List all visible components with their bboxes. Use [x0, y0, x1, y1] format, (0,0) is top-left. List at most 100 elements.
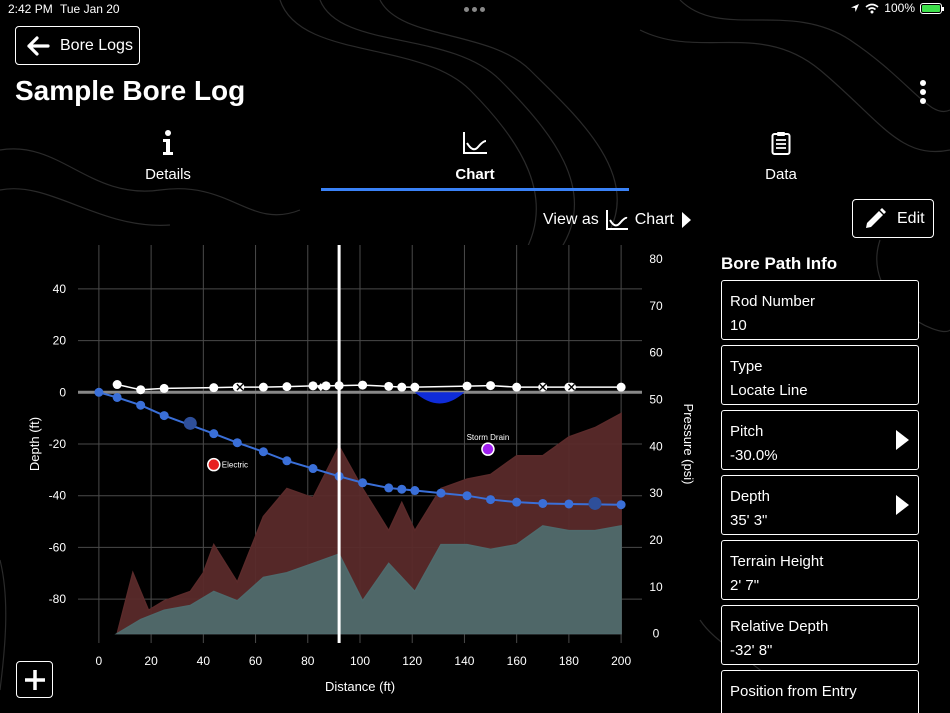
x-tick-label: 60 [249, 654, 263, 668]
y-left-tick-label: -80 [49, 592, 67, 606]
pencil-icon [866, 207, 886, 228]
terrain-diamond-marker [317, 383, 325, 392]
waypoint-marker [183, 416, 197, 430]
rod-number-card[interactable]: Rod Number 10 [721, 280, 919, 340]
depth-point [258, 447, 268, 457]
terrain-point [136, 385, 146, 395]
terrain-point [462, 381, 472, 391]
y-left-tick-label: 40 [53, 282, 67, 296]
x-tick-label: 0 [96, 654, 103, 668]
x-tick-label: 200 [611, 654, 631, 668]
tab-details[interactable]: Details [88, 128, 248, 188]
terrain-point [384, 381, 394, 391]
active-tab-indicator [321, 188, 629, 191]
battery-percent: 100% [884, 1, 915, 15]
status-time: 2:42 PM [8, 2, 53, 16]
rod-number-label: Rod Number [730, 293, 816, 310]
tab-chart[interactable]: Chart [395, 128, 555, 188]
view-as-toggle[interactable]: View as Chart [543, 207, 692, 233]
terrain-x-mark [236, 383, 244, 391]
depth-point [136, 400, 146, 410]
depth-point [397, 484, 407, 494]
y-right-tick-label: 80 [649, 252, 663, 266]
plus-icon [24, 669, 45, 690]
terrain-point [159, 383, 169, 393]
terrain-point [321, 381, 331, 391]
y-right-tick-label: 50 [649, 393, 663, 407]
y-left-axis-label: Depth (ft) [27, 417, 42, 471]
relative-depth-card[interactable]: Relative Depth -32' 8" [721, 605, 919, 665]
more-options-icon[interactable] [912, 78, 934, 106]
depth-value: 35' 3" [730, 512, 768, 529]
type-card[interactable]: Type Locate Line [721, 345, 919, 405]
play-arrow-icon [681, 212, 691, 228]
terrain-height-value: 2' 7" [730, 577, 760, 594]
tab-data-label: Data [765, 166, 797, 183]
pitch-card[interactable]: Pitch -30.0% [721, 410, 919, 470]
depth-point [410, 486, 420, 496]
x-tick-label: 40 [197, 654, 211, 668]
add-button[interactable] [16, 661, 53, 698]
status-indicators: 100% [850, 1, 944, 15]
depth-point [462, 491, 472, 501]
play-arrow-icon [896, 430, 909, 450]
rod-number-value: 10 [730, 317, 747, 334]
depth-point [436, 488, 446, 498]
battery-icon [920, 2, 944, 14]
edit-button-label: Edit [897, 209, 925, 227]
terrain-height-card[interactable]: Terrain Height 2' 7" [721, 540, 919, 600]
depth-label: Depth [730, 488, 771, 505]
x-tick-label: 180 [559, 654, 579, 668]
status-bar: 2:42 PM Tue Jan 20 100% [0, 0, 950, 20]
depth-point [384, 483, 394, 493]
play-arrow-icon [896, 495, 909, 515]
view-as-prefix: View as [543, 211, 599, 228]
terrain-point [616, 382, 626, 392]
depth-point [209, 429, 219, 439]
depth-point [159, 411, 169, 421]
pitch-label: Pitch [730, 423, 764, 440]
location-icon [851, 4, 860, 12]
y-right-tick-label: 10 [649, 580, 663, 594]
y-right-tick-label: 60 [649, 346, 663, 360]
y-right-axis-label: Pressure (psi) [681, 404, 696, 485]
y-left-tick-label: -40 [49, 489, 67, 503]
terrain-point [308, 381, 318, 391]
x-tick-label: 140 [454, 654, 474, 668]
type-value: Locate Line [730, 382, 808, 399]
waypoint-marker [588, 496, 602, 510]
position-from-entry-card[interactable]: Position from Entry [721, 670, 919, 713]
depth-card[interactable]: Depth 35' 3" [721, 475, 919, 535]
back-button-label: Bore Logs [60, 36, 133, 54]
utility-label: Electric [222, 461, 248, 470]
pressure-low-area [114, 525, 622, 635]
back-button[interactable]: Bore Logs [15, 26, 140, 65]
bore-path-title: Bore Path Info [721, 254, 838, 273]
tab-chart-label: Chart [455, 166, 495, 183]
position-from-entry-label: Position from Entry [730, 683, 857, 700]
depth-point [232, 438, 242, 448]
terrain-point [410, 382, 420, 392]
x-axis-label: Distance (ft) [325, 679, 395, 694]
y-right-tick-label: 20 [649, 533, 663, 547]
terrain-x-mark [539, 383, 547, 391]
multitask-dots-icon[interactable] [464, 7, 488, 13]
depth-point [512, 497, 522, 507]
y-left-tick-label: 0 [59, 385, 66, 399]
tab-details-label: Details [145, 166, 191, 183]
terrain-point [397, 382, 407, 392]
x-tick-label: 20 [144, 654, 158, 668]
page-title: Sample Bore Log [15, 75, 246, 106]
type-label: Type [730, 358, 763, 375]
chart-icon [605, 210, 628, 230]
status-date: Tue Jan 20 [60, 2, 120, 16]
y-right-tick-label: 30 [649, 486, 663, 500]
utility-label: Storm Drain [467, 433, 510, 442]
edit-button[interactable]: Edit [852, 199, 934, 238]
tab-data[interactable]: Data [701, 128, 861, 188]
x-tick-label: 160 [507, 654, 527, 668]
terrain-point [358, 380, 368, 390]
terrain-x-mark [568, 383, 575, 391]
